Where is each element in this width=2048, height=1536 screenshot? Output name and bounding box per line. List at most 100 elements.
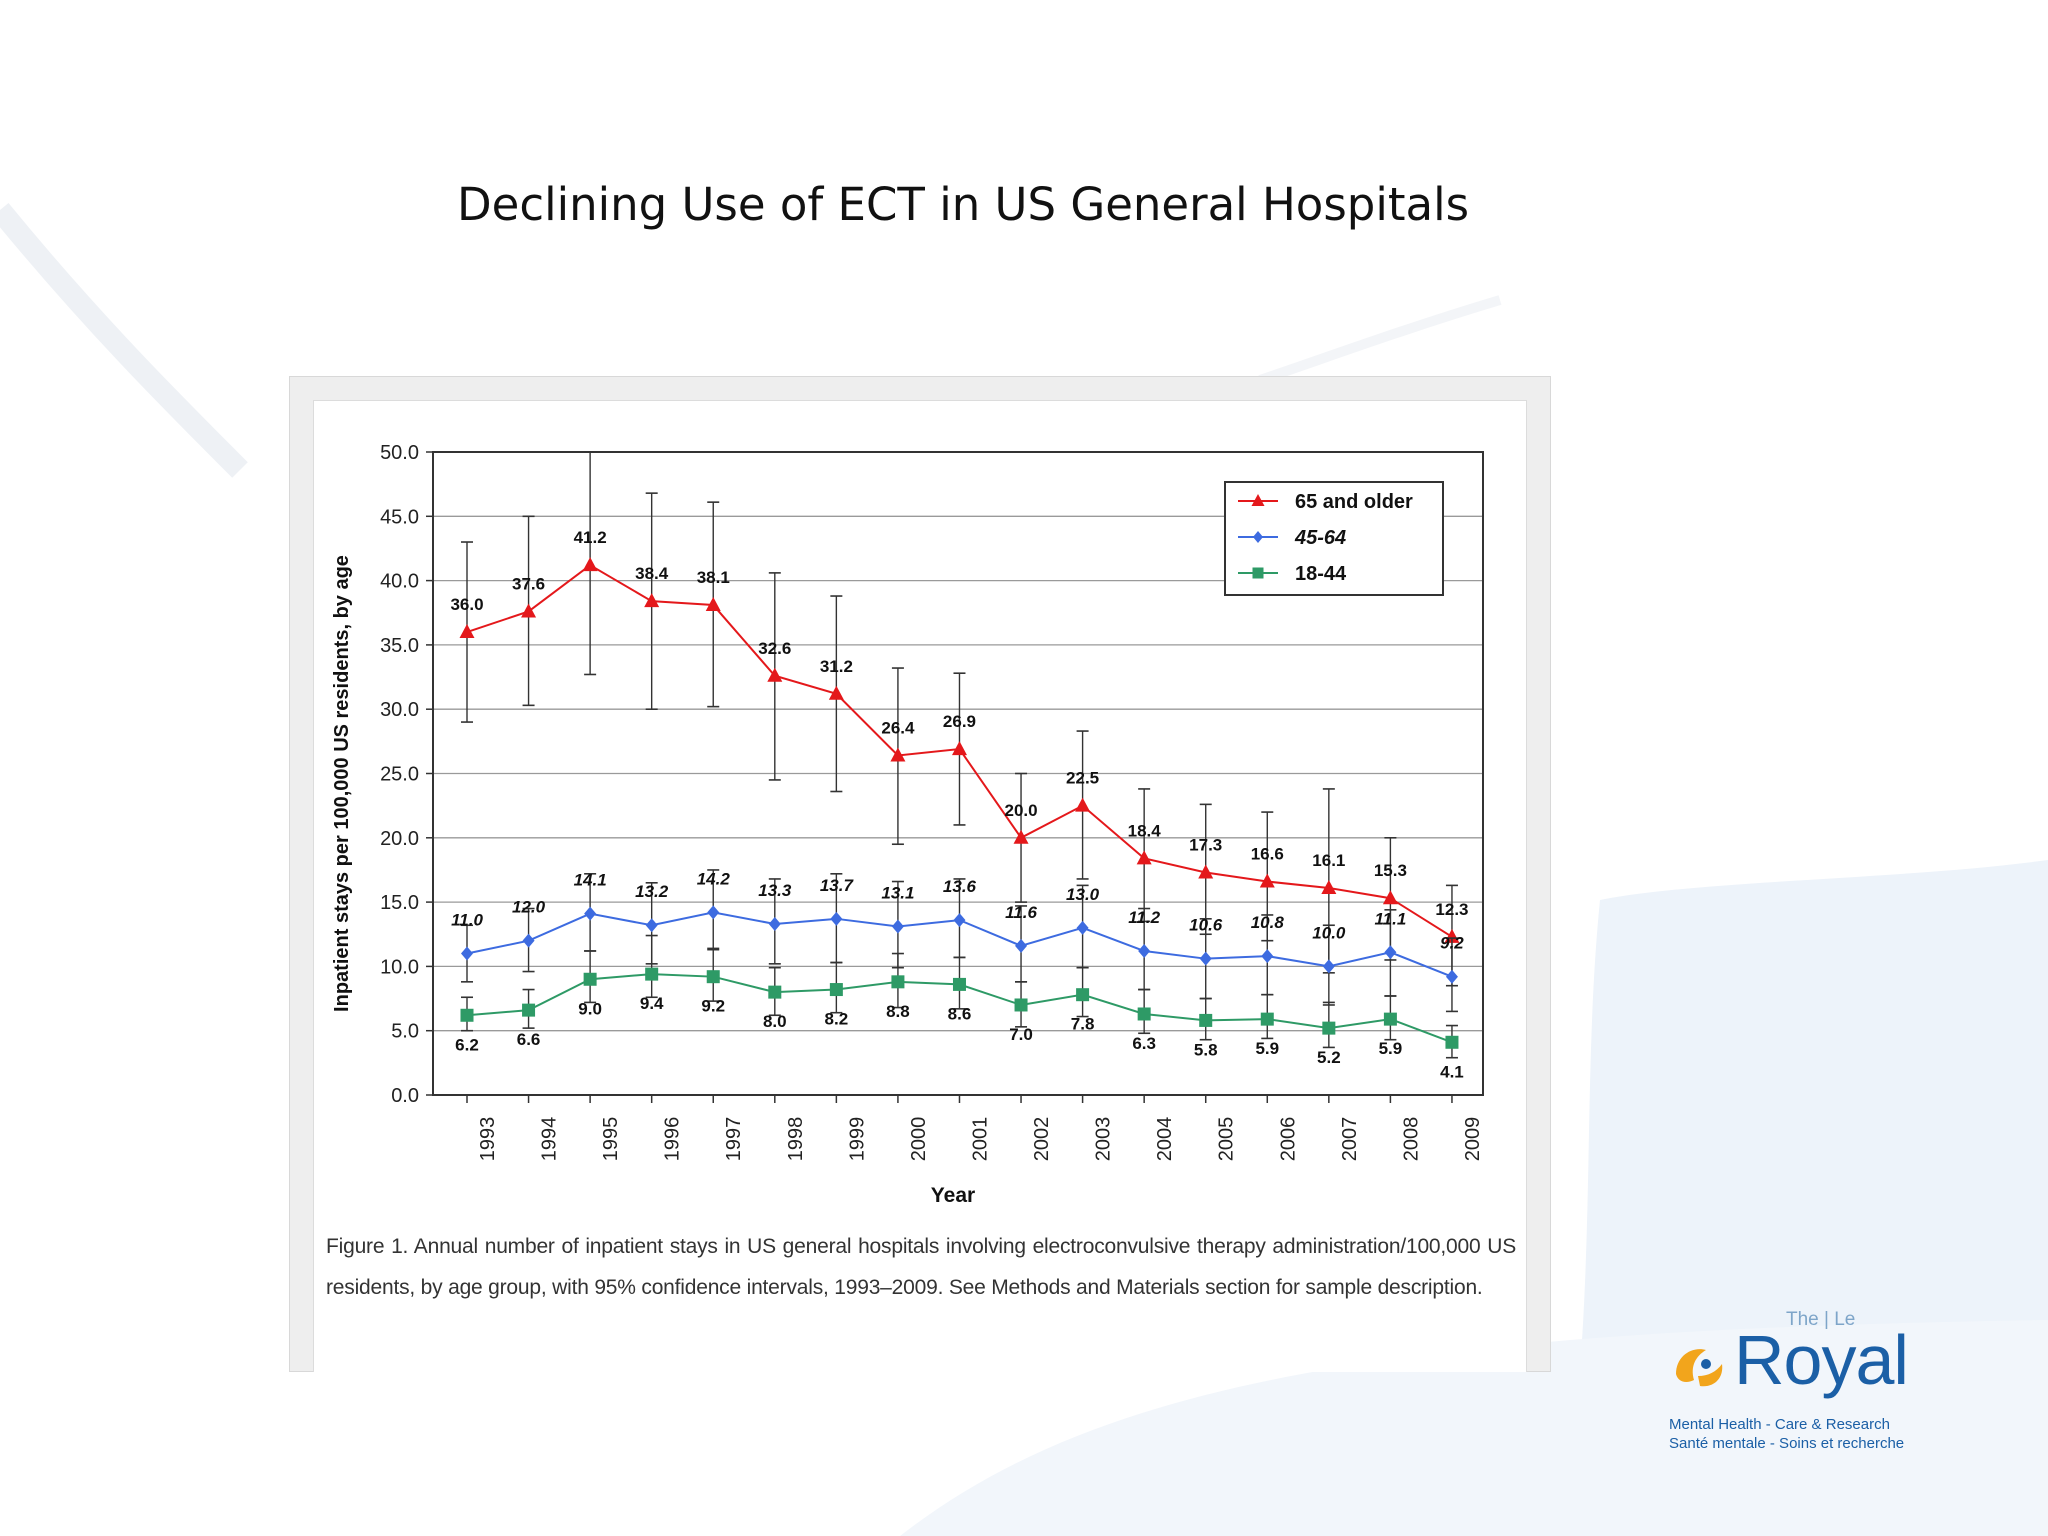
- x-tick-label: 1993: [477, 1117, 499, 1162]
- legend-marker: [1252, 567, 1264, 579]
- data-label: 5.8: [1194, 1040, 1218, 1059]
- data-label: 15.3: [1374, 861, 1407, 880]
- y-tick-label: 50.0: [380, 442, 419, 464]
- data-point: [1445, 969, 1458, 984]
- data-label: 16.1: [1312, 851, 1345, 870]
- data-label: 38.4: [635, 564, 669, 583]
- logo-tagline-fr: Santé mentale - Soins et recherche: [1669, 1435, 1905, 1452]
- y-tick-label: 45.0: [380, 506, 419, 528]
- x-tick-label: 2000: [908, 1117, 930, 1162]
- data-label: 8.8: [886, 1002, 910, 1021]
- data-point: [644, 593, 660, 608]
- data-point: [768, 985, 782, 999]
- data-label: 11.6: [1005, 903, 1037, 922]
- series-65-and-older: 36.0 37.6 41.2 38.4 38.1 32.6 31.2 26.4 26.9 20.0…: [450, 451, 1469, 987]
- data-point: [521, 603, 537, 618]
- data-label: 11.0: [451, 911, 483, 930]
- data-point: [890, 747, 906, 762]
- x-tick-label: 1997: [723, 1117, 745, 1162]
- data-point: [706, 970, 720, 984]
- royal-logo: The | Le Royal Mental Health - Care & Re…: [1662, 1300, 1932, 1460]
- data-label: 26.4: [881, 718, 915, 737]
- data-point: [1076, 988, 1090, 1002]
- y-tick-label: 30.0: [380, 699, 419, 721]
- data-point: [1015, 938, 1028, 953]
- data-label: 38.1: [697, 568, 730, 587]
- data-label: 9.2: [1440, 934, 1464, 953]
- data-label: 11.2: [1128, 908, 1160, 927]
- data-label: 7.0: [1009, 1025, 1033, 1044]
- data-point: [1322, 959, 1335, 974]
- data-label: 13.2: [635, 882, 669, 901]
- data-point: [583, 972, 597, 986]
- x-tick-label: 2008: [1400, 1117, 1422, 1162]
- data-point: [1075, 797, 1091, 812]
- data-label: 32.6: [758, 639, 791, 658]
- x-tick-label: 2004: [1154, 1117, 1176, 1162]
- data-point: [582, 557, 598, 572]
- data-point: [1445, 1035, 1459, 1049]
- data-point: [645, 918, 658, 933]
- y-tick-label: 20.0: [380, 828, 419, 850]
- data-label: 13.0: [1066, 885, 1100, 904]
- data-point: [1444, 928, 1460, 943]
- data-label: 5.9: [1379, 1039, 1403, 1058]
- data-point: [705, 597, 721, 612]
- logo-the-le: The | Le: [1786, 1309, 1856, 1330]
- data-label: 9.2: [701, 997, 725, 1016]
- data-point: [768, 916, 781, 931]
- data-label: 26.9: [943, 712, 976, 731]
- data-label: 6.2: [455, 1035, 479, 1054]
- data-point: [828, 685, 844, 700]
- y-tick-label: 10.0: [380, 956, 419, 978]
- data-label: 12.3: [1435, 900, 1468, 919]
- data-point: [1014, 998, 1028, 1012]
- data-point: [1383, 1012, 1397, 1026]
- legend-label: 45-64: [1294, 527, 1346, 549]
- y-tick-label: 25.0: [380, 764, 419, 786]
- data-point: [891, 919, 904, 934]
- x-tick-label: 2009: [1462, 1117, 1484, 1162]
- data-label: 10.0: [1312, 923, 1346, 942]
- data-label: 5.2: [1317, 1048, 1341, 1067]
- data-label: 41.2: [574, 528, 607, 547]
- data-label: 9.0: [578, 999, 602, 1018]
- x-axis-label: Year: [931, 1184, 975, 1207]
- y-tick-label: 0.0: [391, 1085, 419, 1107]
- data-point: [953, 913, 966, 928]
- data-point: [460, 1008, 474, 1022]
- data-label: 10.6: [1189, 916, 1223, 935]
- data-label: 12.0: [512, 898, 546, 917]
- data-point: [1384, 945, 1397, 960]
- x-tick-label: 2007: [1339, 1117, 1361, 1162]
- series-45-64: 11.0 12.0 14.1 13.2 14.2 13.3 13.7 13.1 13.6 11.6…: [451, 869, 1464, 1013]
- logo-tagline-en: Mental Health - Care & Research: [1669, 1416, 1890, 1433]
- data-point: [707, 905, 720, 920]
- y-tick-label: 5.0: [391, 1021, 419, 1043]
- ect-line-chart: 0.0 5.0 10.0 15.0 20.0 25.0 30.0 35.0 40.0 45.0 50…: [331, 442, 1484, 1207]
- data-point: [522, 1003, 536, 1017]
- y-axis-label: Inpatient stays per 100,000 US residents…: [331, 555, 353, 1012]
- data-point: [951, 741, 967, 756]
- data-label: 13.7: [820, 876, 855, 895]
- x-tick-label: 1994: [539, 1117, 561, 1162]
- data-point: [829, 983, 843, 997]
- data-label: 31.2: [820, 657, 853, 676]
- y-tick-label: 40.0: [380, 571, 419, 593]
- data-label: 14.1: [574, 871, 607, 890]
- data-label: 17.3: [1189, 836, 1222, 855]
- data-label: 9.4: [640, 994, 664, 1013]
- figure-caption: Figure 1. Annual number of inpatient sta…: [326, 1235, 1516, 1299]
- data-label: 22.5: [1066, 769, 1099, 788]
- x-tick-label: 1996: [662, 1117, 684, 1162]
- data-label: 8.6: [948, 1004, 972, 1023]
- data-point: [1199, 951, 1212, 966]
- data-point: [1076, 920, 1089, 935]
- data-point: [1198, 864, 1214, 879]
- legend-marker: [1253, 531, 1263, 543]
- data-label: 5.9: [1255, 1039, 1279, 1058]
- y-tick-label: 35.0: [380, 635, 419, 657]
- data-point: [1261, 949, 1274, 964]
- data-point: [461, 946, 473, 961]
- data-point: [1199, 1013, 1213, 1027]
